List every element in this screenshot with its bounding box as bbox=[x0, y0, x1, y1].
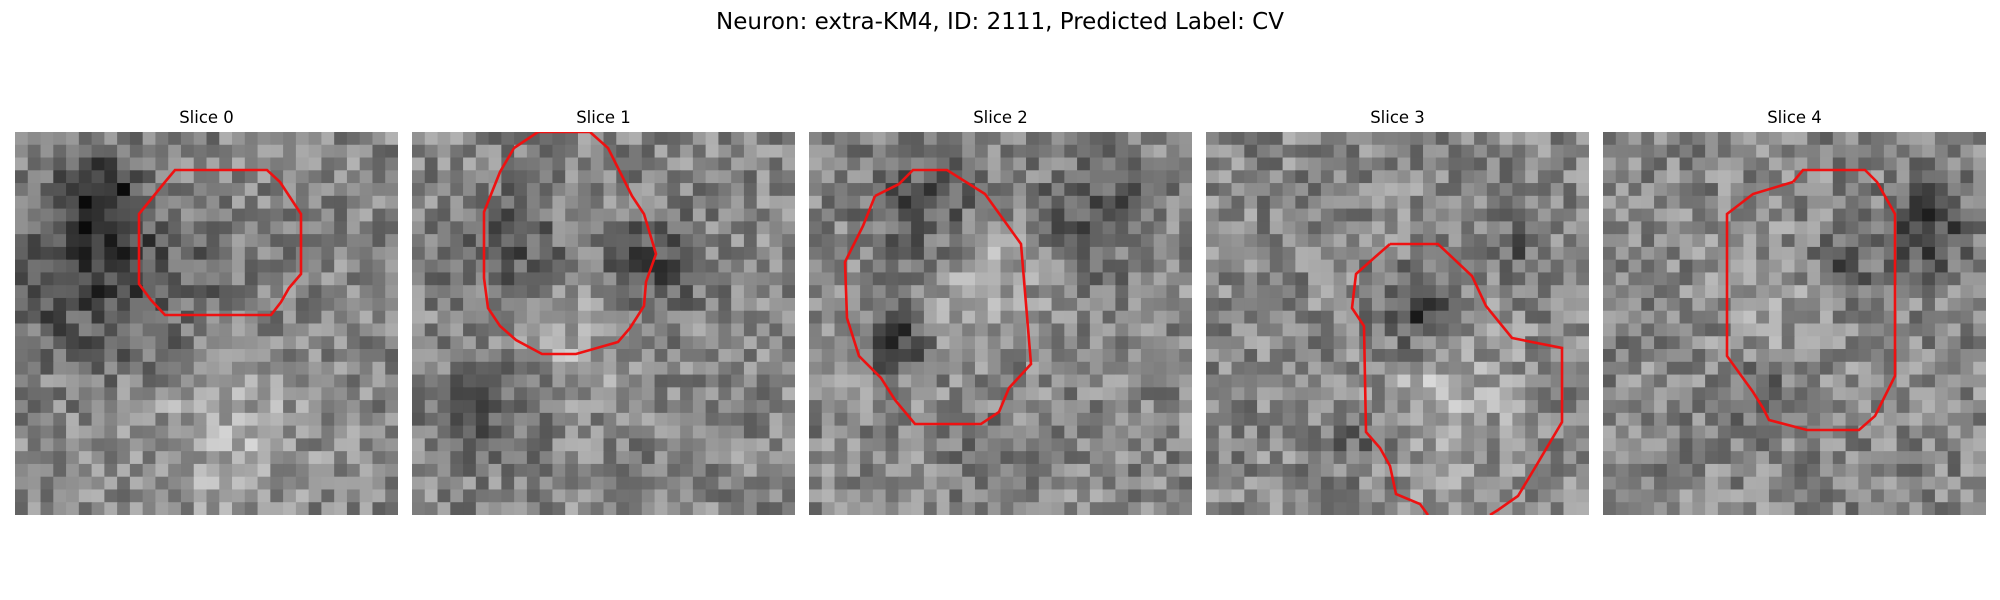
panel-slice-3: Slice 3 bbox=[1206, 108, 1589, 515]
em-pixel-grid bbox=[1603, 132, 1986, 515]
panel-title: Slice 3 bbox=[1370, 108, 1425, 127]
segmentation-contour bbox=[1350, 243, 1430, 515]
slice-image bbox=[809, 132, 1192, 515]
panel-slice-1: Slice 1 bbox=[412, 108, 795, 515]
slice-image bbox=[1603, 132, 1986, 515]
segmentation-contour bbox=[843, 168, 1033, 426]
em-pixel-grid bbox=[15, 132, 398, 515]
segmentation-contour bbox=[482, 132, 658, 356]
panel-title: Slice 0 bbox=[179, 108, 234, 127]
slice-image bbox=[15, 132, 398, 515]
panel-slice-2: Slice 2 bbox=[809, 108, 1192, 515]
slice-image bbox=[1206, 132, 1589, 515]
em-pixel-grid bbox=[809, 132, 1192, 515]
panel-title: Slice 1 bbox=[576, 108, 631, 127]
segmentation-contour bbox=[1725, 168, 1897, 432]
panel-slice-0: Slice 0 bbox=[15, 108, 398, 515]
em-pixel-grid bbox=[412, 132, 795, 515]
panel-slice-4: Slice 4 bbox=[1603, 108, 1986, 515]
panel-title: Slice 2 bbox=[973, 108, 1028, 127]
segmentation-contour bbox=[1390, 242, 1564, 515]
panel-title: Slice 4 bbox=[1767, 108, 1822, 127]
em-pixel-grid bbox=[1206, 132, 1589, 515]
slice-image bbox=[412, 132, 795, 515]
figure-title: Neuron: extra-KM4, ID: 2111, Predicted L… bbox=[716, 9, 1284, 35]
segmentation-contour bbox=[137, 168, 303, 317]
